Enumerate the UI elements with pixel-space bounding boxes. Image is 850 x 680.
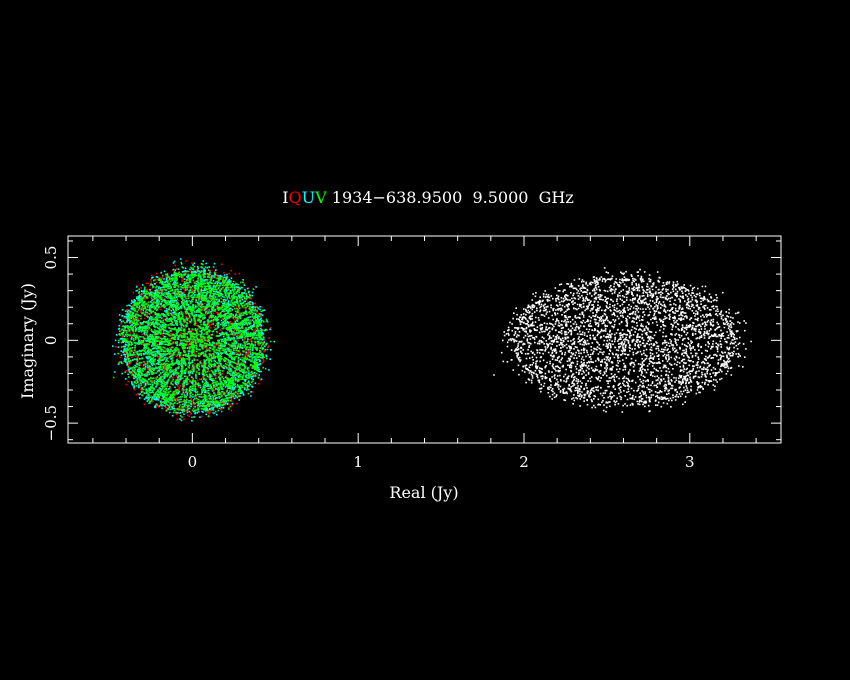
stokes-label-i: I (282, 188, 288, 207)
y-tick-label: 0.5 (42, 246, 60, 270)
y-tick-label: 0 (42, 336, 60, 346)
stokes-label-q: Q (289, 188, 302, 207)
x-tick-label: 2 (519, 453, 529, 471)
x-tick-label: 0 (188, 453, 198, 471)
tick-labels: 0 1 2 3 −0.5 0 0.5 (42, 246, 695, 471)
y-axis-label: Imaginary (Jy) (18, 283, 37, 399)
title-source-frequency: 1934−638.9500 9.5000 GHz (327, 188, 574, 207)
x-tick-label: 1 (353, 453, 363, 471)
x-tick-label: 3 (685, 453, 695, 471)
y-tick-label: −0.5 (42, 405, 60, 441)
scatter-points (112, 258, 752, 422)
axis-ticks (68, 236, 781, 443)
stokes-label-v: V (314, 188, 327, 207)
chart-title: IQUV 1934−638.9500 9.5000 GHz (282, 188, 574, 207)
stokes-label-u: U (302, 188, 315, 207)
series-v-points (112, 261, 272, 419)
x-axis-label: Real (Jy) (389, 483, 458, 502)
series-i-points (493, 267, 752, 413)
